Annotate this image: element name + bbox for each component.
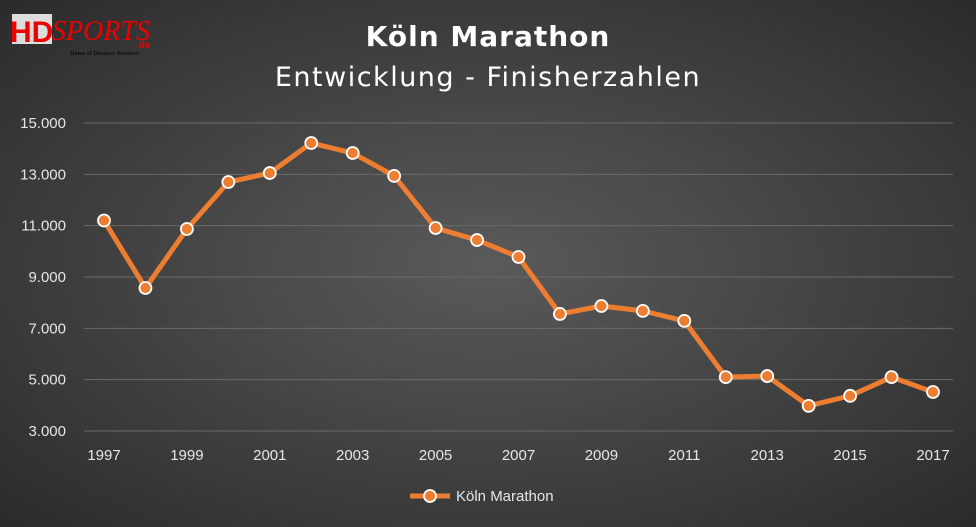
y-tick-label: 13.000: [20, 166, 66, 183]
data-point: [677, 313, 692, 328]
y-tick-label: 5.000: [28, 372, 66, 389]
data-point: [760, 369, 775, 383]
data-point: [428, 221, 443, 235]
legend-label: Köln Marathon: [456, 488, 554, 505]
x-tick-label: 2017: [916, 447, 949, 464]
data-point: [345, 146, 360, 160]
data-point: [262, 166, 277, 180]
data-point: [884, 370, 899, 385]
x-tick-label: 2003: [336, 447, 369, 464]
data-point: [718, 370, 733, 385]
svg-text:.de: .de: [136, 40, 151, 51]
y-tick-label: 11.000: [21, 218, 66, 235]
y-tick-label: 3.000: [28, 423, 66, 440]
data-point: [138, 281, 153, 295]
data-point: [97, 213, 111, 228]
x-tick-label: 2015: [833, 447, 866, 464]
y-tick-label: 9.000: [28, 269, 66, 286]
data-point: [470, 233, 484, 247]
x-tick-label: 2011: [668, 447, 700, 464]
data-point: [304, 136, 319, 150]
x-tick-label: 2005: [419, 447, 452, 464]
chart-title: Köln Marathon: [365, 20, 611, 53]
hdsports-logo: HD SPORTS .de Home of Distance Runners: [8, 8, 153, 57]
data-point: [801, 398, 816, 413]
data-point: [179, 222, 194, 236]
data-point: [594, 299, 609, 313]
data-point: [221, 175, 236, 189]
data-point: [387, 168, 402, 183]
data-point: [553, 307, 567, 321]
data-point: [926, 385, 940, 399]
data-point: [511, 250, 526, 264]
data-point: [635, 303, 650, 318]
data-point: [843, 388, 857, 403]
x-tick-label: 1999: [170, 447, 203, 464]
y-tick-label: 15.000: [20, 115, 66, 132]
x-tick-label: 2009: [585, 447, 618, 464]
x-tick-label: 2007: [502, 447, 535, 464]
svg-text:Home of Distance Runners: Home of Distance Runners: [70, 51, 139, 56]
svg-text:SPORTS: SPORTS: [52, 16, 150, 47]
x-tick-label: 2001: [253, 447, 286, 464]
legend-marker: [423, 489, 437, 503]
x-tick-label: 1997: [87, 447, 120, 464]
y-tick-label: 7.000: [28, 320, 66, 337]
svg-text:HD: HD: [10, 16, 53, 49]
x-tick-label: 2013: [751, 447, 784, 464]
chart-subtitle: Entwicklung - Finisherzahlen: [274, 62, 702, 93]
